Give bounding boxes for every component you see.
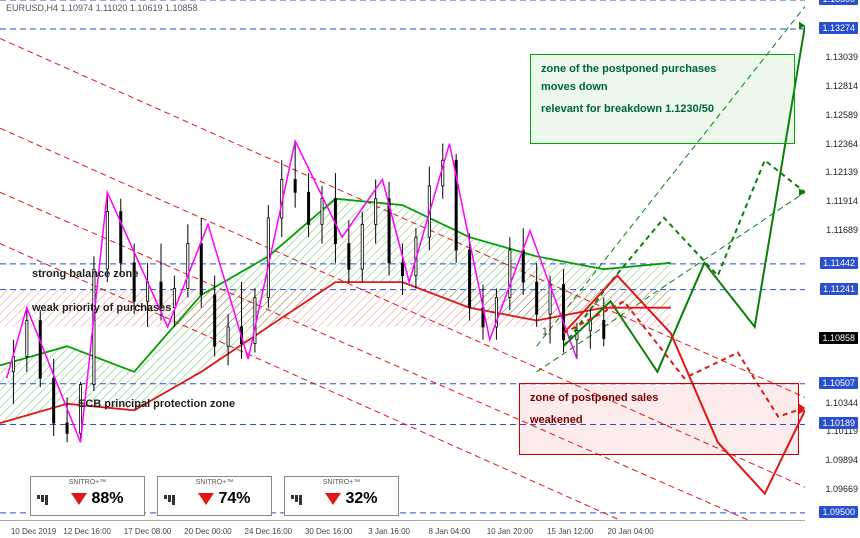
x-tick: 17 Dec 08:00 [124,527,172,536]
zone-postponed-sales: zone of postponed sales weakened [519,383,799,455]
x-tick: 30 Dec 16:00 [305,527,353,536]
snitro-pct-0: 88% [91,490,123,508]
y-tick: 1.12589 [808,110,858,120]
svg-text:1.: 1. [542,327,550,338]
y-tick: 1.12814 [808,81,858,91]
y-tick: 1.13274 [819,22,858,34]
snitro-pct-2: 32% [345,490,377,508]
arrow-down-icon [325,493,341,505]
snitro-88: SNITRO+™ 88% [30,476,145,516]
anno-ecb-zone: ECB principal protection zone [78,398,235,410]
snitro-label: SNITRO+™ [196,479,234,486]
red-zone-line2: weakened [530,414,788,426]
y-tick: 1.12364 [808,139,858,149]
arrow-down-icon [198,493,214,505]
anno-weak-priority: weak priority of purchases [32,302,171,314]
snitro-label: SNITRO+™ [323,479,361,486]
anno-strong-balance: strong balance zone [32,268,138,280]
green-zone-line3: relevant for breakdown 1.1230/50 [541,103,784,115]
y-tick: 1.09669 [808,484,858,494]
x-tick: 8 Jan 04:00 [429,527,471,536]
snitro-bars-icon [37,495,48,505]
red-zone-line1: zone of postponed sales [530,392,788,404]
x-tick: 10 Jan 20:00 [487,527,533,536]
y-axis: 1.13039 1.12814 1.12589 1.12364 1.12139 1.119… [805,0,860,538]
x-tick: 20 Dec 00:00 [184,527,232,536]
snitro-indicators: SNITRO+™ 88% SNITRO+™ 74% SNITRO+™ 32% [30,476,399,516]
y-tick: 1.10189 [819,417,858,429]
snitro-bars-icon [164,495,175,505]
ohlc: 1.10974 1.11020 1.10619 1.10858 [61,3,198,13]
y-tick: 1.11241 [820,283,858,295]
y-tick: 1.10507 [819,377,858,389]
arrow-down-icon [71,493,87,505]
symbol: EURUSD,H4 [6,3,58,13]
y-tick: 1.09500 [819,506,858,518]
chart-title: EURUSD,H4 1.10974 1.11020 1.10619 1.1085… [6,3,198,13]
y-tick: 1.12139 [808,167,858,177]
green-zone-line1: zone of the postponed purchases [541,63,784,75]
x-axis: 10 Dec 2019 12 Dec 16:00 17 Dec 08:00 20 De… [0,520,805,538]
x-tick: 20 Jan 04:00 [607,527,653,536]
y-tick: 1.13500 [819,0,858,5]
snitro-32: SNITRO+™ 32% [284,476,399,516]
x-tick: 3 Jan 16:00 [368,527,410,536]
zone-postponed-purchases: zone of the postponed purchases moves do… [530,54,795,144]
snitro-label: SNITRO+™ [69,479,107,486]
snitro-pct-1: 74% [218,490,250,508]
snitro-bars-icon [291,495,302,505]
x-tick: 24 Dec 16:00 [245,527,293,536]
y-tick: 1.09894 [808,455,858,465]
green-zone-line2: moves down [541,81,784,93]
y-tick: 1.11914 [808,196,858,206]
y-tick: 1.11689 [808,225,858,235]
y-tick: 1.11442 [820,257,858,269]
snitro-74: SNITRO+™ 74% [157,476,272,516]
x-tick: 15 Jan 12:00 [547,527,593,536]
forex-chart[interactable]: 1. EURUSD,H4 1.10974 1.11020 1.10619 1.1… [0,0,860,538]
y-tick: 1.13039 [808,52,858,62]
x-tick: 12 Dec 16:00 [63,527,111,536]
y-tick: 1.10344 [808,398,858,408]
y-tick: 1.10858 [819,332,858,344]
x-tick: 10 Dec 2019 [11,527,56,536]
